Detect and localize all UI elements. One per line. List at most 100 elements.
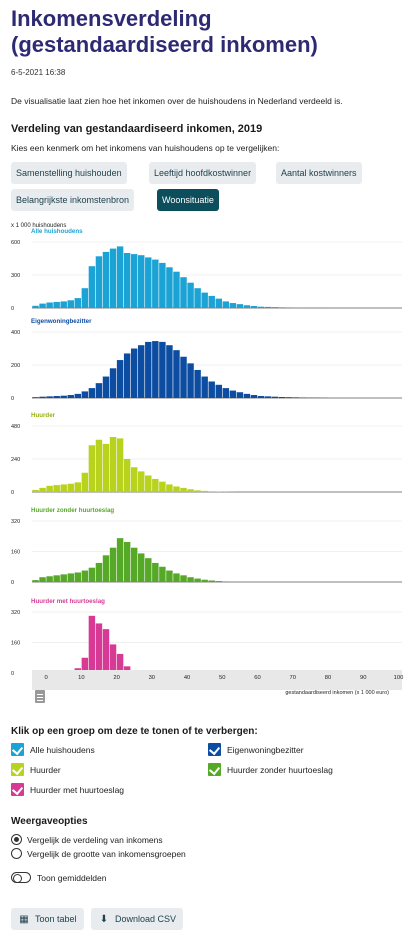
tab-woonsituatie[interactable]: Woonsituatie [157, 189, 219, 211]
bar[interactable] [81, 391, 89, 398]
bar[interactable] [88, 615, 96, 673]
bar[interactable] [173, 573, 180, 582]
bar[interactable] [194, 288, 201, 308]
tab-samenstelling-huishouden[interactable]: Samenstelling huishouden [11, 162, 127, 184]
bar[interactable] [88, 567, 96, 582]
bar[interactable] [222, 388, 230, 398]
bar[interactable] [215, 581, 222, 582]
bar[interactable] [32, 489, 39, 492]
bar[interactable] [208, 295, 215, 308]
bar[interactable] [130, 254, 138, 308]
bar[interactable] [152, 478, 159, 492]
bar[interactable] [278, 397, 286, 398]
bar[interactable] [74, 393, 82, 398]
bar[interactable] [116, 438, 124, 492]
bar[interactable] [109, 644, 117, 673]
bar[interactable] [208, 491, 215, 492]
bar[interactable] [53, 575, 60, 582]
bar[interactable] [95, 256, 103, 308]
bar[interactable] [130, 547, 138, 582]
bar[interactable] [102, 629, 110, 673]
bar[interactable] [53, 485, 60, 492]
bar[interactable] [39, 487, 46, 492]
bar[interactable] [138, 553, 145, 582]
tab-leeftijd-hoofdkostwinner[interactable]: Leeftijd hoofdkostwinner [149, 162, 257, 184]
bar[interactable] [180, 575, 187, 582]
bar[interactable] [250, 395, 258, 398]
bar[interactable] [194, 578, 201, 582]
radio-unselected-icon[interactable] [11, 848, 22, 859]
bar[interactable] [138, 345, 145, 398]
bar[interactable] [60, 301, 67, 308]
bar[interactable] [67, 573, 74, 582]
bar[interactable] [32, 397, 39, 398]
bar[interactable] [194, 369, 201, 398]
bar[interactable] [67, 483, 74, 492]
bar[interactable] [123, 666, 131, 673]
bar[interactable] [264, 396, 272, 398]
bar[interactable] [102, 555, 110, 582]
bar[interactable] [32, 580, 39, 582]
bar[interactable] [215, 298, 222, 308]
bar[interactable] [159, 566, 166, 582]
bar[interactable] [293, 397, 300, 398]
bar[interactable] [180, 356, 187, 398]
bar[interactable] [278, 307, 286, 308]
checkbox-icon[interactable] [208, 743, 221, 756]
bar[interactable] [109, 368, 117, 398]
bar[interactable] [243, 393, 251, 398]
bar[interactable] [286, 307, 293, 308]
bar[interactable] [116, 360, 124, 398]
bar[interactable] [60, 484, 67, 492]
bar[interactable] [173, 350, 180, 398]
bar[interactable] [236, 392, 244, 398]
bar[interactable] [187, 577, 194, 582]
bar[interactable] [215, 384, 222, 398]
bar[interactable] [74, 572, 82, 582]
bar[interactable] [88, 388, 96, 398]
bar[interactable] [46, 485, 53, 492]
bar[interactable] [173, 486, 180, 493]
bar[interactable] [159, 262, 166, 308]
bar[interactable] [264, 306, 272, 308]
radio-selected-icon[interactable] [11, 834, 22, 845]
bar[interactable] [166, 570, 173, 582]
bar[interactable] [286, 397, 293, 398]
bar[interactable] [123, 541, 131, 582]
bar[interactable] [39, 303, 46, 308]
checkbox-icon[interactable] [11, 783, 24, 796]
bar[interactable] [74, 482, 82, 492]
bar[interactable] [166, 484, 173, 492]
bar[interactable] [271, 307, 279, 308]
bar[interactable] [88, 266, 96, 308]
bar[interactable] [130, 467, 138, 492]
bar[interactable] [116, 538, 124, 582]
checkbox-icon[interactable] [11, 763, 24, 776]
table-icon[interactable] [35, 690, 45, 703]
bar[interactable] [250, 306, 258, 308]
bar[interactable] [145, 558, 152, 582]
bar[interactable] [236, 304, 244, 308]
bar[interactable] [95, 562, 103, 582]
toggle-switch[interactable] [11, 872, 31, 883]
bar[interactable] [138, 255, 145, 308]
bar[interactable] [222, 581, 230, 582]
tab-aantal-kostwinners[interactable]: Aantal kostwinners [276, 162, 362, 184]
checkbox-icon[interactable] [11, 743, 24, 756]
bar[interactable] [95, 439, 103, 492]
bar[interactable] [102, 443, 110, 492]
tab-belangrijkste-inkomstenbron[interactable]: Belangrijkste inkomstenbron [11, 189, 135, 211]
bar[interactable] [229, 303, 237, 308]
bar[interactable] [166, 345, 173, 398]
bar[interactable] [67, 395, 74, 398]
bar[interactable] [201, 490, 208, 492]
download-csv-button[interactable]: ⬇ Download CSV [91, 908, 184, 930]
checkbox-icon[interactable] [208, 763, 221, 776]
bar[interactable] [201, 292, 208, 308]
bar[interactable] [60, 574, 67, 582]
show-table-button[interactable]: ▦ Toon tabel [11, 908, 84, 930]
bar[interactable] [46, 396, 53, 398]
bar[interactable] [123, 459, 131, 492]
bar[interactable] [81, 570, 89, 582]
bar[interactable] [74, 298, 82, 308]
